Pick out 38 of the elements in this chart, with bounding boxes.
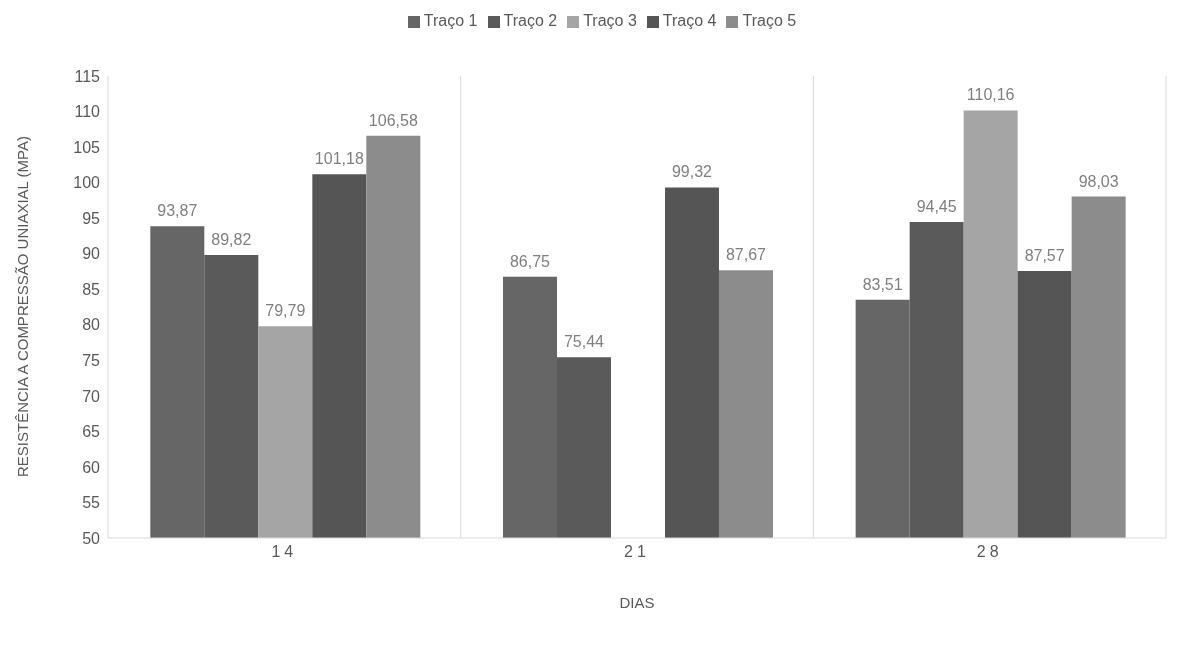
data-label: 106,58	[368, 111, 418, 129]
x-tick-label: 28	[976, 543, 1003, 561]
y-tick-label: 65	[82, 423, 101, 441]
legend-label: Traço 1	[423, 12, 478, 29]
data-label: 89,82	[211, 230, 252, 248]
data-label: 98,03	[1078, 172, 1119, 190]
data-label: 75,44	[563, 333, 605, 351]
y-tick-label: 60	[82, 458, 101, 476]
data-label: 93,87	[157, 202, 198, 220]
y-tick-label: 70	[82, 387, 101, 405]
x-axis-title: DIAS	[619, 594, 655, 611]
y-tick-label: 100	[73, 174, 101, 192]
data-label: 110,16	[966, 86, 1015, 104]
y-tick-label: 75	[82, 351, 101, 369]
y-tick-label: 50	[82, 529, 101, 547]
data-label: 87,67	[725, 246, 767, 264]
x-tick-label: 14	[271, 543, 298, 561]
data-label: 83,51	[862, 275, 903, 293]
y-tick-label: 115	[74, 67, 101, 85]
data-label: 87,57	[1024, 246, 1065, 264]
data-label: 94,45	[916, 198, 957, 216]
legend-label: Traço 4	[662, 12, 717, 29]
data-label: 86,75	[509, 252, 551, 270]
data-label: 99,32	[671, 163, 713, 181]
data-label: 101,18	[314, 150, 364, 168]
y-axis-title: RESISTÊNCIA A COMPRESSÃO UNIAXIAL (MPA)	[14, 136, 32, 477]
x-tick-label: 21	[624, 543, 650, 561]
y-tick-label: 95	[82, 209, 101, 227]
y-tick-label: 80	[82, 316, 101, 334]
y-tick-label: 90	[82, 245, 101, 263]
y-tick-label: 85	[82, 280, 101, 298]
y-tick-label: 110	[74, 103, 101, 121]
legend-label: Traço 3	[583, 12, 637, 29]
data-label: 79,79	[265, 302, 306, 320]
y-tick-label: 55	[82, 494, 101, 512]
legend-label: Traço 5	[742, 12, 797, 29]
y-tick-label: 105	[73, 138, 101, 156]
legend-label: Traço 2	[503, 12, 558, 29]
